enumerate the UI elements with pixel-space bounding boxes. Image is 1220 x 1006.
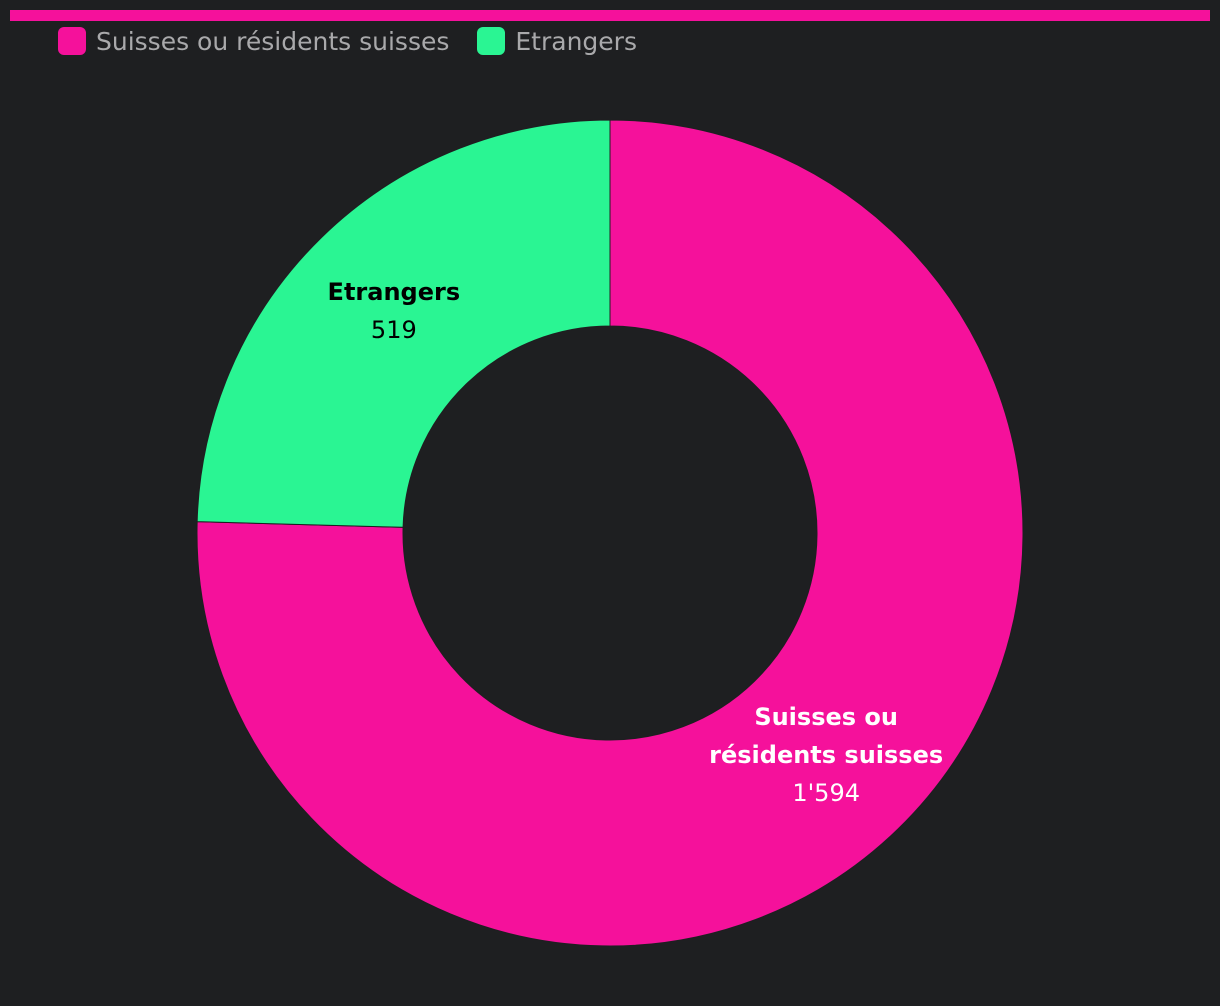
legend-swatch bbox=[58, 27, 86, 55]
slice-label-value: 519 bbox=[370, 315, 417, 344]
donut-slice bbox=[196, 119, 611, 528]
slice-label-value: 1'594 bbox=[792, 779, 860, 808]
legend-label: Etrangers bbox=[515, 26, 637, 56]
legend-item: Suisses ou résidents suisses bbox=[58, 27, 449, 56]
slice-label-name: Etrangers bbox=[327, 277, 461, 306]
slice-label-name: Suisses ou résidents suisses bbox=[709, 703, 944, 770]
legend-swatch bbox=[477, 27, 506, 55]
slice-label: Etrangers 519 bbox=[264, 273, 524, 349]
legend-item: Etrangers bbox=[477, 27, 637, 56]
top-bar bbox=[10, 10, 1210, 21]
donut-slice bbox=[196, 119, 1024, 947]
legend: Suisses ou résidents suisses Etrangers bbox=[58, 24, 665, 58]
legend-label: Suisses ou résidents suisses bbox=[96, 26, 450, 56]
slice-label: Suisses ou résidents suisses 1'594 bbox=[696, 698, 956, 812]
